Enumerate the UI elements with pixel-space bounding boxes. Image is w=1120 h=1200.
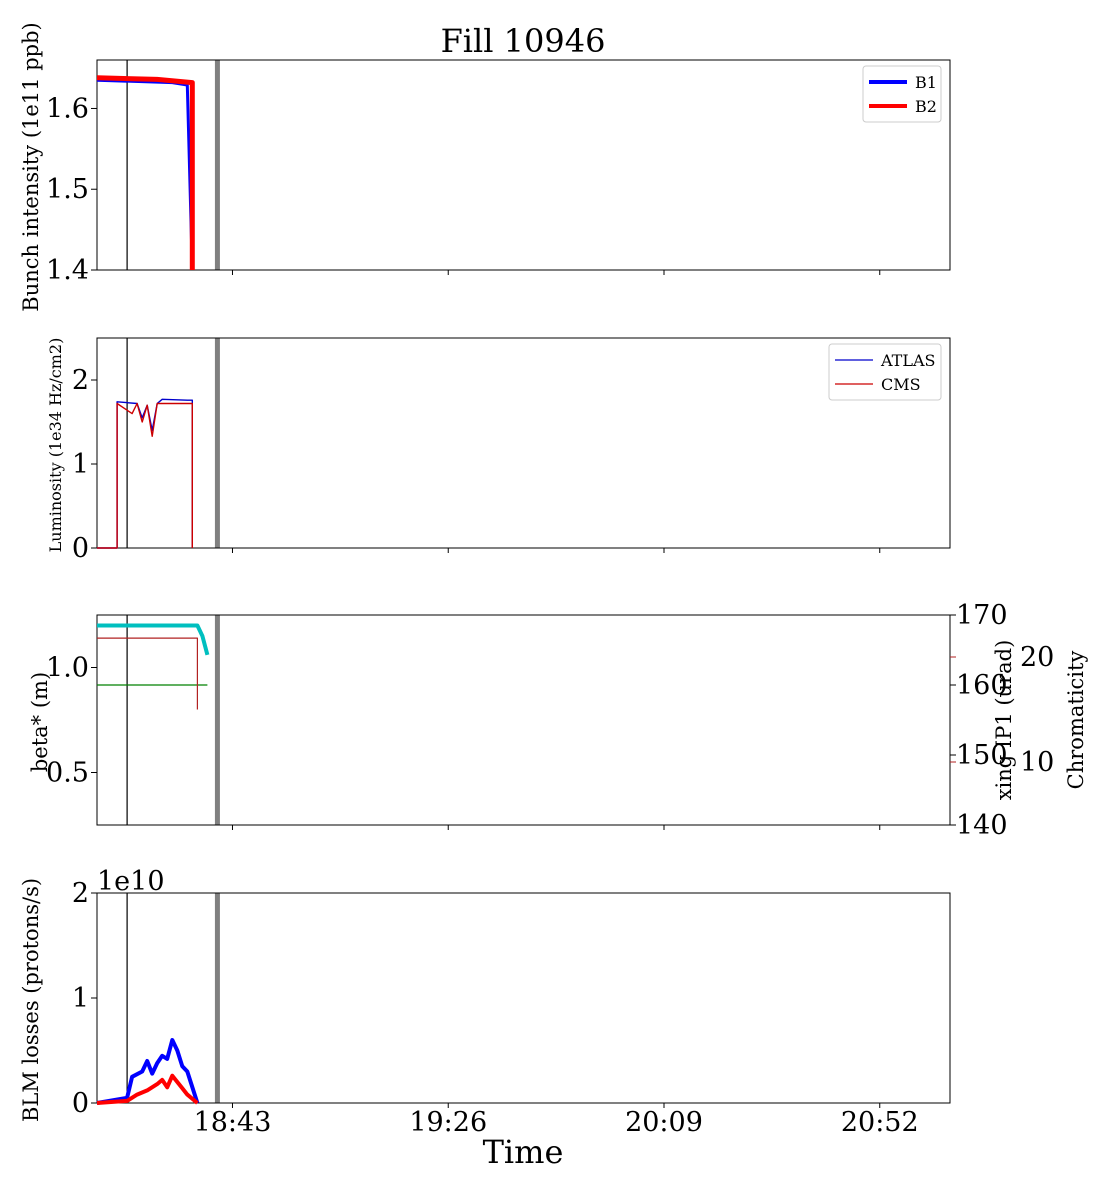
y-tick-label: 1.5	[46, 174, 89, 205]
series-line-atlas	[97, 398, 194, 549]
y-axis-label: Luminosity (1e34 Hz/cm2)	[46, 338, 65, 553]
x-tick-label: 19:26	[409, 1107, 487, 1138]
axes-frame	[96, 892, 951, 1104]
legend-label: B2	[915, 97, 937, 116]
y-tick-label: 0	[72, 533, 89, 564]
y-offset-text: 1e10	[97, 866, 165, 897]
series-line-beta-	[97, 623, 210, 656]
y-tick-label: 1	[72, 449, 89, 480]
x-tick-label: 20:09	[625, 1107, 703, 1138]
y-tick-label: 1.4	[46, 255, 89, 286]
y-right2-axis-label: Chromaticity	[1064, 651, 1088, 790]
legend: ATLAS CMS	[828, 343, 942, 401]
x-tick-label: 20:52	[841, 1107, 919, 1138]
legend-label: B1	[915, 73, 937, 92]
y-tick-label: 2	[72, 365, 89, 396]
legend-label: CMS	[881, 375, 921, 394]
series-line-cms	[97, 402, 194, 549]
axes-frame	[96, 59, 951, 271]
axes-frame	[96, 337, 951, 549]
y-right-tick-label: 170	[956, 600, 1008, 631]
legend-label: ATLAS	[880, 351, 936, 370]
x-tick-label: 18:43	[194, 1107, 272, 1138]
y-tick-label: 0	[72, 1088, 89, 1119]
series-line-b1	[96, 78, 194, 271]
panel-4: 0 1 2 BLM losses (protons/s) 1e10 18:43 19:26 2…	[19, 866, 951, 1138]
series-line-b2	[96, 1073, 199, 1105]
legend-box	[828, 343, 942, 401]
y-right-tick-label: 150	[956, 740, 1008, 771]
y-axis-label: BLM losses (protons/s)	[19, 878, 43, 1122]
panel-2: 0 1 2 Luminosity (1e34 Hz/cm2) ATLAS CMS	[46, 337, 951, 564]
y-axis-label: beta* (m)	[28, 672, 52, 772]
y-tick-label: 1.0	[46, 653, 89, 684]
figure-title: Fill 10946	[441, 22, 606, 60]
y-axis-label: Bunch intensity (1e11 ppb)	[19, 22, 43, 311]
y-right-tick-label: 140	[956, 810, 1008, 841]
y-right2-tick-label: 20	[1020, 642, 1054, 673]
y-right2-tick-label: 10	[1020, 747, 1054, 778]
y-right-tick-label: 160	[956, 670, 1008, 701]
y-tick-label: 1	[72, 983, 89, 1014]
y-tick-label: 0.5	[46, 758, 89, 789]
series-line-b2	[96, 75, 195, 270]
axes-frame	[96, 614, 951, 826]
y-right-axis-label: xing IP1 (urad)	[992, 640, 1016, 801]
x-axis-label: Time	[483, 1133, 564, 1171]
y-tick-label: 1.6	[46, 93, 89, 124]
y-tick-label: 2	[72, 878, 89, 909]
series-line-b1	[96, 1038, 200, 1105]
series-line-chromaticity	[97, 637, 198, 710]
